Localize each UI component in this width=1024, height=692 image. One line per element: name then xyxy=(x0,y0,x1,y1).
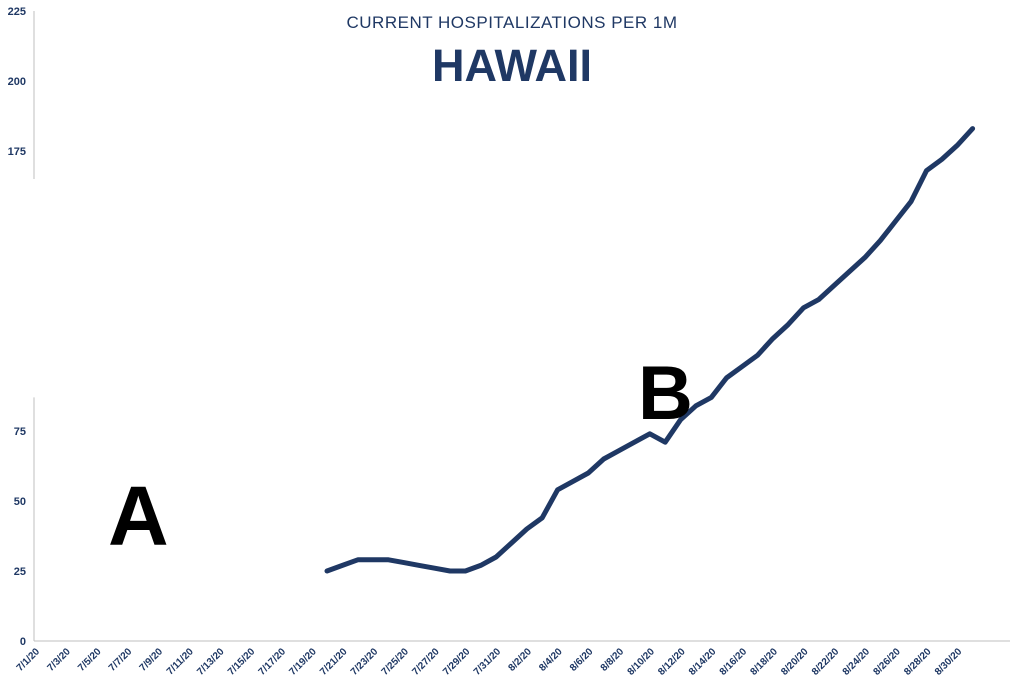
x-tick-label: 7/25/20 xyxy=(380,646,412,678)
x-tick-label: 8/4/20 xyxy=(537,646,565,674)
x-axis-ticks: 7/1/20 7/3/20 7/5/20 7/7/20 7/9/20 7/11/20 7/1… xyxy=(15,646,965,678)
x-tick-label: 7/9/20 xyxy=(138,646,166,674)
chart-axes xyxy=(33,11,1010,642)
x-tick-label: 7/29/20 xyxy=(441,646,473,678)
chart-subtitle: CURRENT HOSPITALIZATIONS PER 1M xyxy=(346,13,678,32)
y-tick-label: 0 xyxy=(20,636,26,648)
x-tick-label: 7/13/20 xyxy=(195,646,227,678)
x-tick-label: 8/8/20 xyxy=(599,646,627,674)
annotation-a: A xyxy=(108,469,169,563)
x-tick-label: 7/5/20 xyxy=(76,646,104,674)
x-tick-label: 8/20/20 xyxy=(779,646,811,678)
x-tick-label: 8/10/20 xyxy=(626,646,658,678)
y-tick-label: 225 xyxy=(8,6,26,18)
x-tick-label: 7/19/20 xyxy=(287,646,319,678)
x-tick-label: 8/12/20 xyxy=(656,646,688,678)
x-tick-label: 8/28/20 xyxy=(902,646,934,678)
x-tick-label: 7/17/20 xyxy=(257,646,289,678)
x-tick-label: 8/30/20 xyxy=(933,646,965,678)
x-tick-label: 8/22/20 xyxy=(810,646,842,678)
x-tick-label: 7/11/20 xyxy=(165,646,196,677)
y-tick-label: 175 xyxy=(8,146,26,158)
x-tick-label: 8/6/20 xyxy=(568,646,596,674)
x-tick-label: 8/2/20 xyxy=(507,646,535,674)
x-tick-label: 7/21/20 xyxy=(318,646,350,678)
y-tick-label: 75 xyxy=(14,426,26,438)
x-tick-label: 8/18/20 xyxy=(749,646,781,678)
y-axis-ticks: 0 25 50 75 175 200 225 xyxy=(8,6,26,648)
x-tick-label: 7/27/20 xyxy=(410,646,442,678)
series-line-hospitalizations xyxy=(324,126,976,574)
annotation-b: B xyxy=(638,351,693,436)
series-layer xyxy=(324,126,976,574)
x-tick-label: 8/26/20 xyxy=(871,646,903,678)
x-tick-label: 8/24/20 xyxy=(841,646,873,678)
y-tick-label: 200 xyxy=(8,76,26,88)
x-tick-label: 7/3/20 xyxy=(45,646,73,674)
y-tick-label: 50 xyxy=(14,496,26,508)
x-tick-label: 7/1/20 xyxy=(15,646,43,674)
x-tick-label: 8/14/20 xyxy=(687,646,719,678)
x-tick-label: 8/16/20 xyxy=(718,646,750,678)
x-tick-label: 7/31/20 xyxy=(472,646,504,678)
x-tick-label: 7/7/20 xyxy=(107,646,135,674)
y-tick-label: 25 xyxy=(14,566,26,578)
x-tick-label: 7/15/20 xyxy=(226,646,258,678)
chart-title: HAWAII xyxy=(431,40,592,91)
x-tick-label: 7/23/20 xyxy=(349,646,381,678)
